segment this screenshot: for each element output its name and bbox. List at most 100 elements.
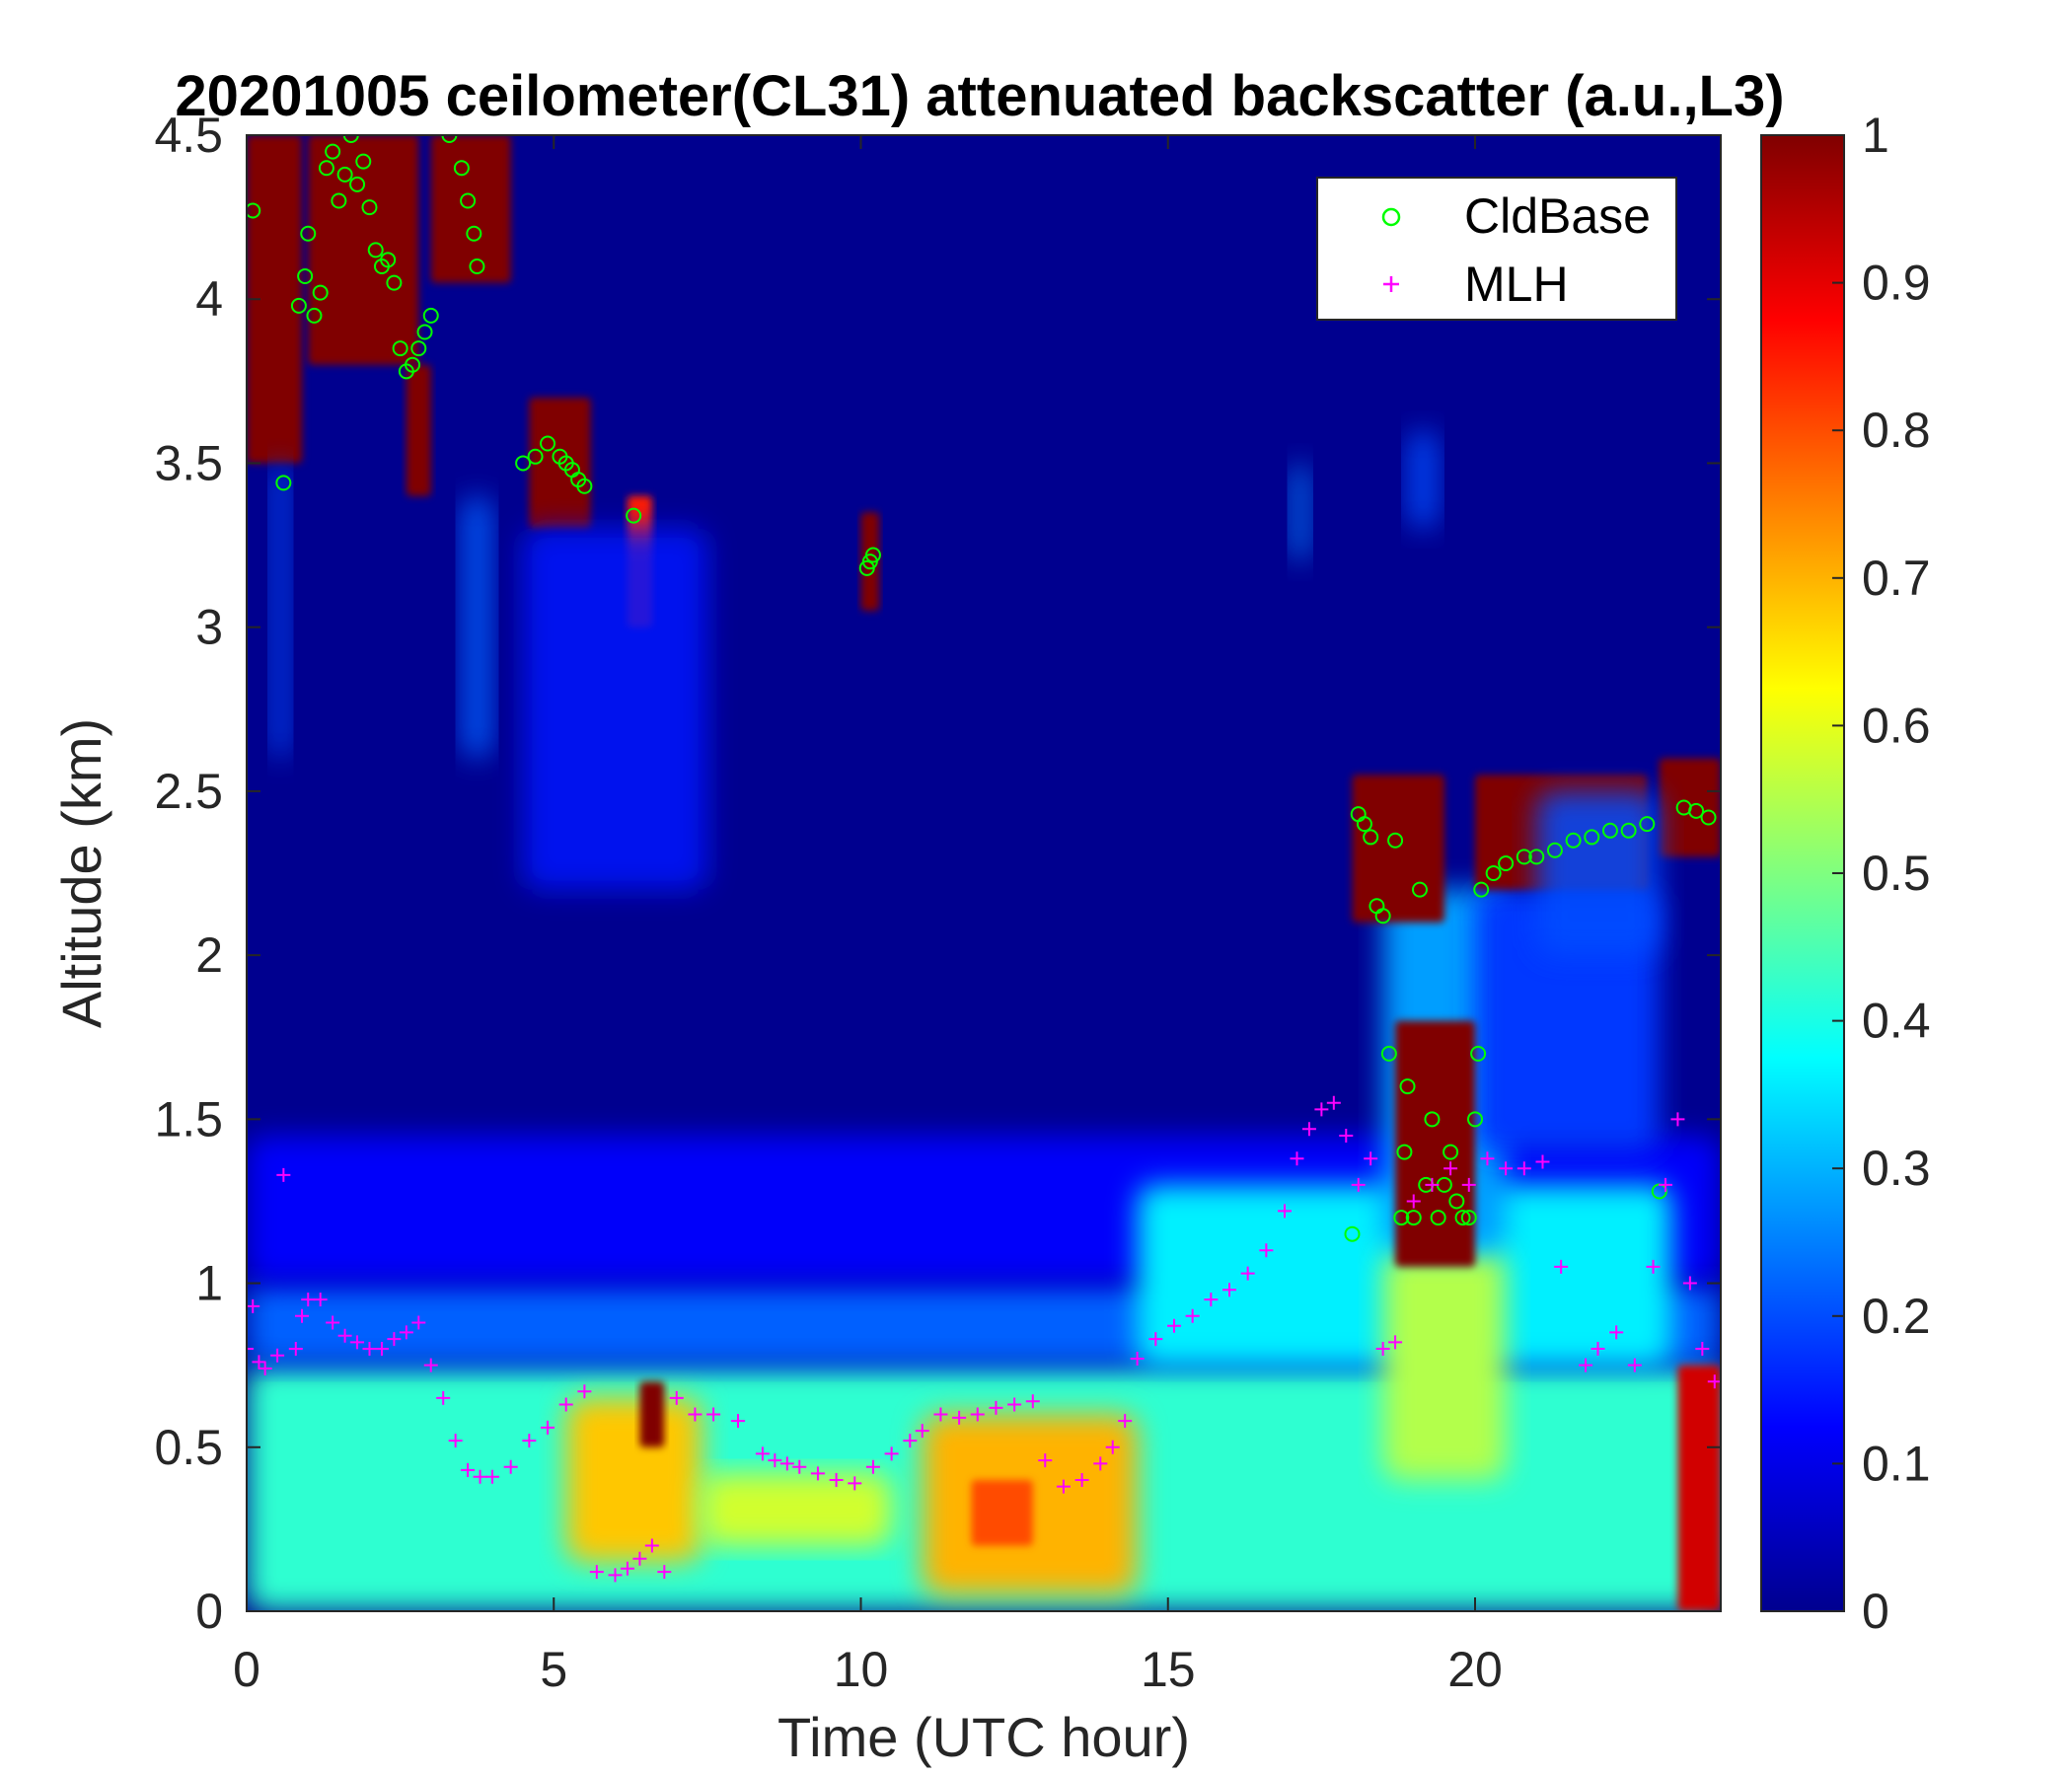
mlh-point: [669, 1390, 684, 1405]
mlh-point: [1461, 1177, 1476, 1192]
cldbase-point: [1411, 881, 1428, 898]
cldbase-point: [1528, 849, 1545, 865]
mlh-point: [1093, 1456, 1108, 1471]
cldbase-point: [1430, 1210, 1446, 1226]
cldbase-point: [1443, 1144, 1459, 1160]
colorbar-tick-label: 0.1: [1862, 1436, 1931, 1491]
colorbar-gradient: [1761, 135, 1844, 1611]
mlh-point: [1535, 1154, 1550, 1169]
mlh-point: [1007, 1397, 1022, 1412]
cldbase-point: [1405, 1210, 1422, 1226]
heatmap-region-15: [406, 364, 431, 496]
legend-cldbase-marker: [1381, 207, 1401, 227]
cldbase-point: [576, 478, 593, 494]
mlh-point: [1554, 1259, 1569, 1274]
cldbase-point: [1620, 822, 1637, 839]
mlh-point: [1301, 1122, 1316, 1137]
mlh-point: [1627, 1358, 1642, 1372]
cldbase-point: [422, 307, 439, 324]
colorbar-tick-label: 1: [1862, 108, 1889, 163]
cldbase-point: [1424, 1111, 1441, 1128]
mlh-point: [313, 1293, 328, 1307]
mlh-point: [387, 1332, 402, 1347]
mlh-point: [301, 1293, 316, 1307]
mlh-point: [1682, 1276, 1697, 1291]
cldbase-point: [441, 135, 458, 143]
mlh-point: [1130, 1352, 1145, 1367]
cldbase-point: [349, 176, 366, 192]
heatmap-region-4: [1382, 1250, 1507, 1481]
colorbar-tick-label: 0.9: [1862, 256, 1931, 311]
cldbase-point: [386, 274, 403, 291]
heatmap-region-25: [461, 495, 492, 759]
cldbase-point: [1584, 829, 1600, 846]
heatmap-region-28: [1407, 430, 1439, 529]
cldbase-point: [1470, 1045, 1487, 1062]
cldbase-point: [1380, 1045, 1397, 1062]
mlh-point: [792, 1459, 807, 1474]
colorbar-tick-label: 0.7: [1862, 551, 1931, 606]
cldbase-point: [1467, 1111, 1483, 1128]
heatmap-region-21: [1395, 1020, 1475, 1267]
mlh-point: [1388, 1335, 1403, 1350]
mlh-point: [1517, 1161, 1531, 1176]
cldbase-point: [1498, 855, 1515, 872]
cldbase-point: [392, 340, 408, 357]
cldbase-point: [527, 448, 544, 465]
mlh-point: [884, 1446, 899, 1461]
cldbase-point: [312, 284, 329, 301]
mlh-point: [848, 1476, 862, 1491]
y-tick-label: 2: [195, 927, 223, 983]
mlh-point: [288, 1342, 303, 1357]
cldbase-point: [1399, 1078, 1416, 1095]
mlh-point: [1314, 1102, 1329, 1117]
mlh-point: [589, 1565, 604, 1580]
mlh-point: [276, 1167, 291, 1182]
cldbase-point: [306, 307, 323, 324]
mlh-point: [411, 1315, 426, 1330]
cldbase-point: [1565, 832, 1582, 849]
mlh-point: [1443, 1161, 1458, 1176]
colorbar-tick-label: 0.6: [1862, 698, 1931, 753]
mlh-point: [1259, 1243, 1274, 1258]
y-tick-label: 0.5: [154, 1420, 223, 1475]
heatmap-region-20: [1352, 775, 1444, 923]
cldbase-point: [361, 199, 378, 216]
colorbar-tick-label: 0.5: [1862, 846, 1931, 901]
mlh-point: [1326, 1095, 1341, 1110]
cldbase-point: [275, 475, 292, 491]
cldbase-point: [453, 160, 470, 177]
mlh-point: [1364, 1151, 1378, 1166]
heatmap-region-11: [971, 1480, 1033, 1546]
mlh-point: [1204, 1293, 1219, 1307]
legend-mlh-marker: [1383, 276, 1399, 292]
y-tick-label: 4: [195, 271, 223, 327]
mlh-point: [558, 1397, 573, 1412]
legend: CldBase MLH: [1316, 177, 1677, 321]
mlh-point: [295, 1308, 310, 1323]
mlh-point: [258, 1361, 272, 1375]
cldbase-point: [626, 507, 642, 524]
cldbase-point: [1396, 1144, 1413, 1160]
chart-title: 20201005 ceilometer(CL31) attenuated bac…: [175, 64, 1784, 128]
cldbase-point: [410, 340, 427, 357]
mlh-point: [865, 1459, 880, 1474]
heatmap-region-16: [430, 135, 511, 283]
mlh-point: [1609, 1325, 1624, 1340]
mlh-point: [423, 1358, 438, 1372]
cldbase-point: [1516, 849, 1532, 865]
heatmap-region-9: [701, 1473, 892, 1546]
cldbase-point: [864, 547, 881, 563]
colorbar-tick-label: 0.2: [1862, 1289, 1931, 1344]
cldbase-point: [1473, 881, 1490, 898]
y-tick-label: 2.5: [154, 764, 223, 819]
legend-mlh-label: MLH: [1464, 257, 1569, 312]
mlh-point: [1290, 1151, 1304, 1166]
y-tick-label: 1: [195, 1256, 223, 1311]
mlh-point: [247, 1298, 260, 1313]
mlh-point: [608, 1568, 623, 1583]
mlh-point: [1166, 1318, 1181, 1333]
heatmap-region-27: [1291, 463, 1309, 562]
x-tick-label: 20: [1447, 1642, 1503, 1697]
